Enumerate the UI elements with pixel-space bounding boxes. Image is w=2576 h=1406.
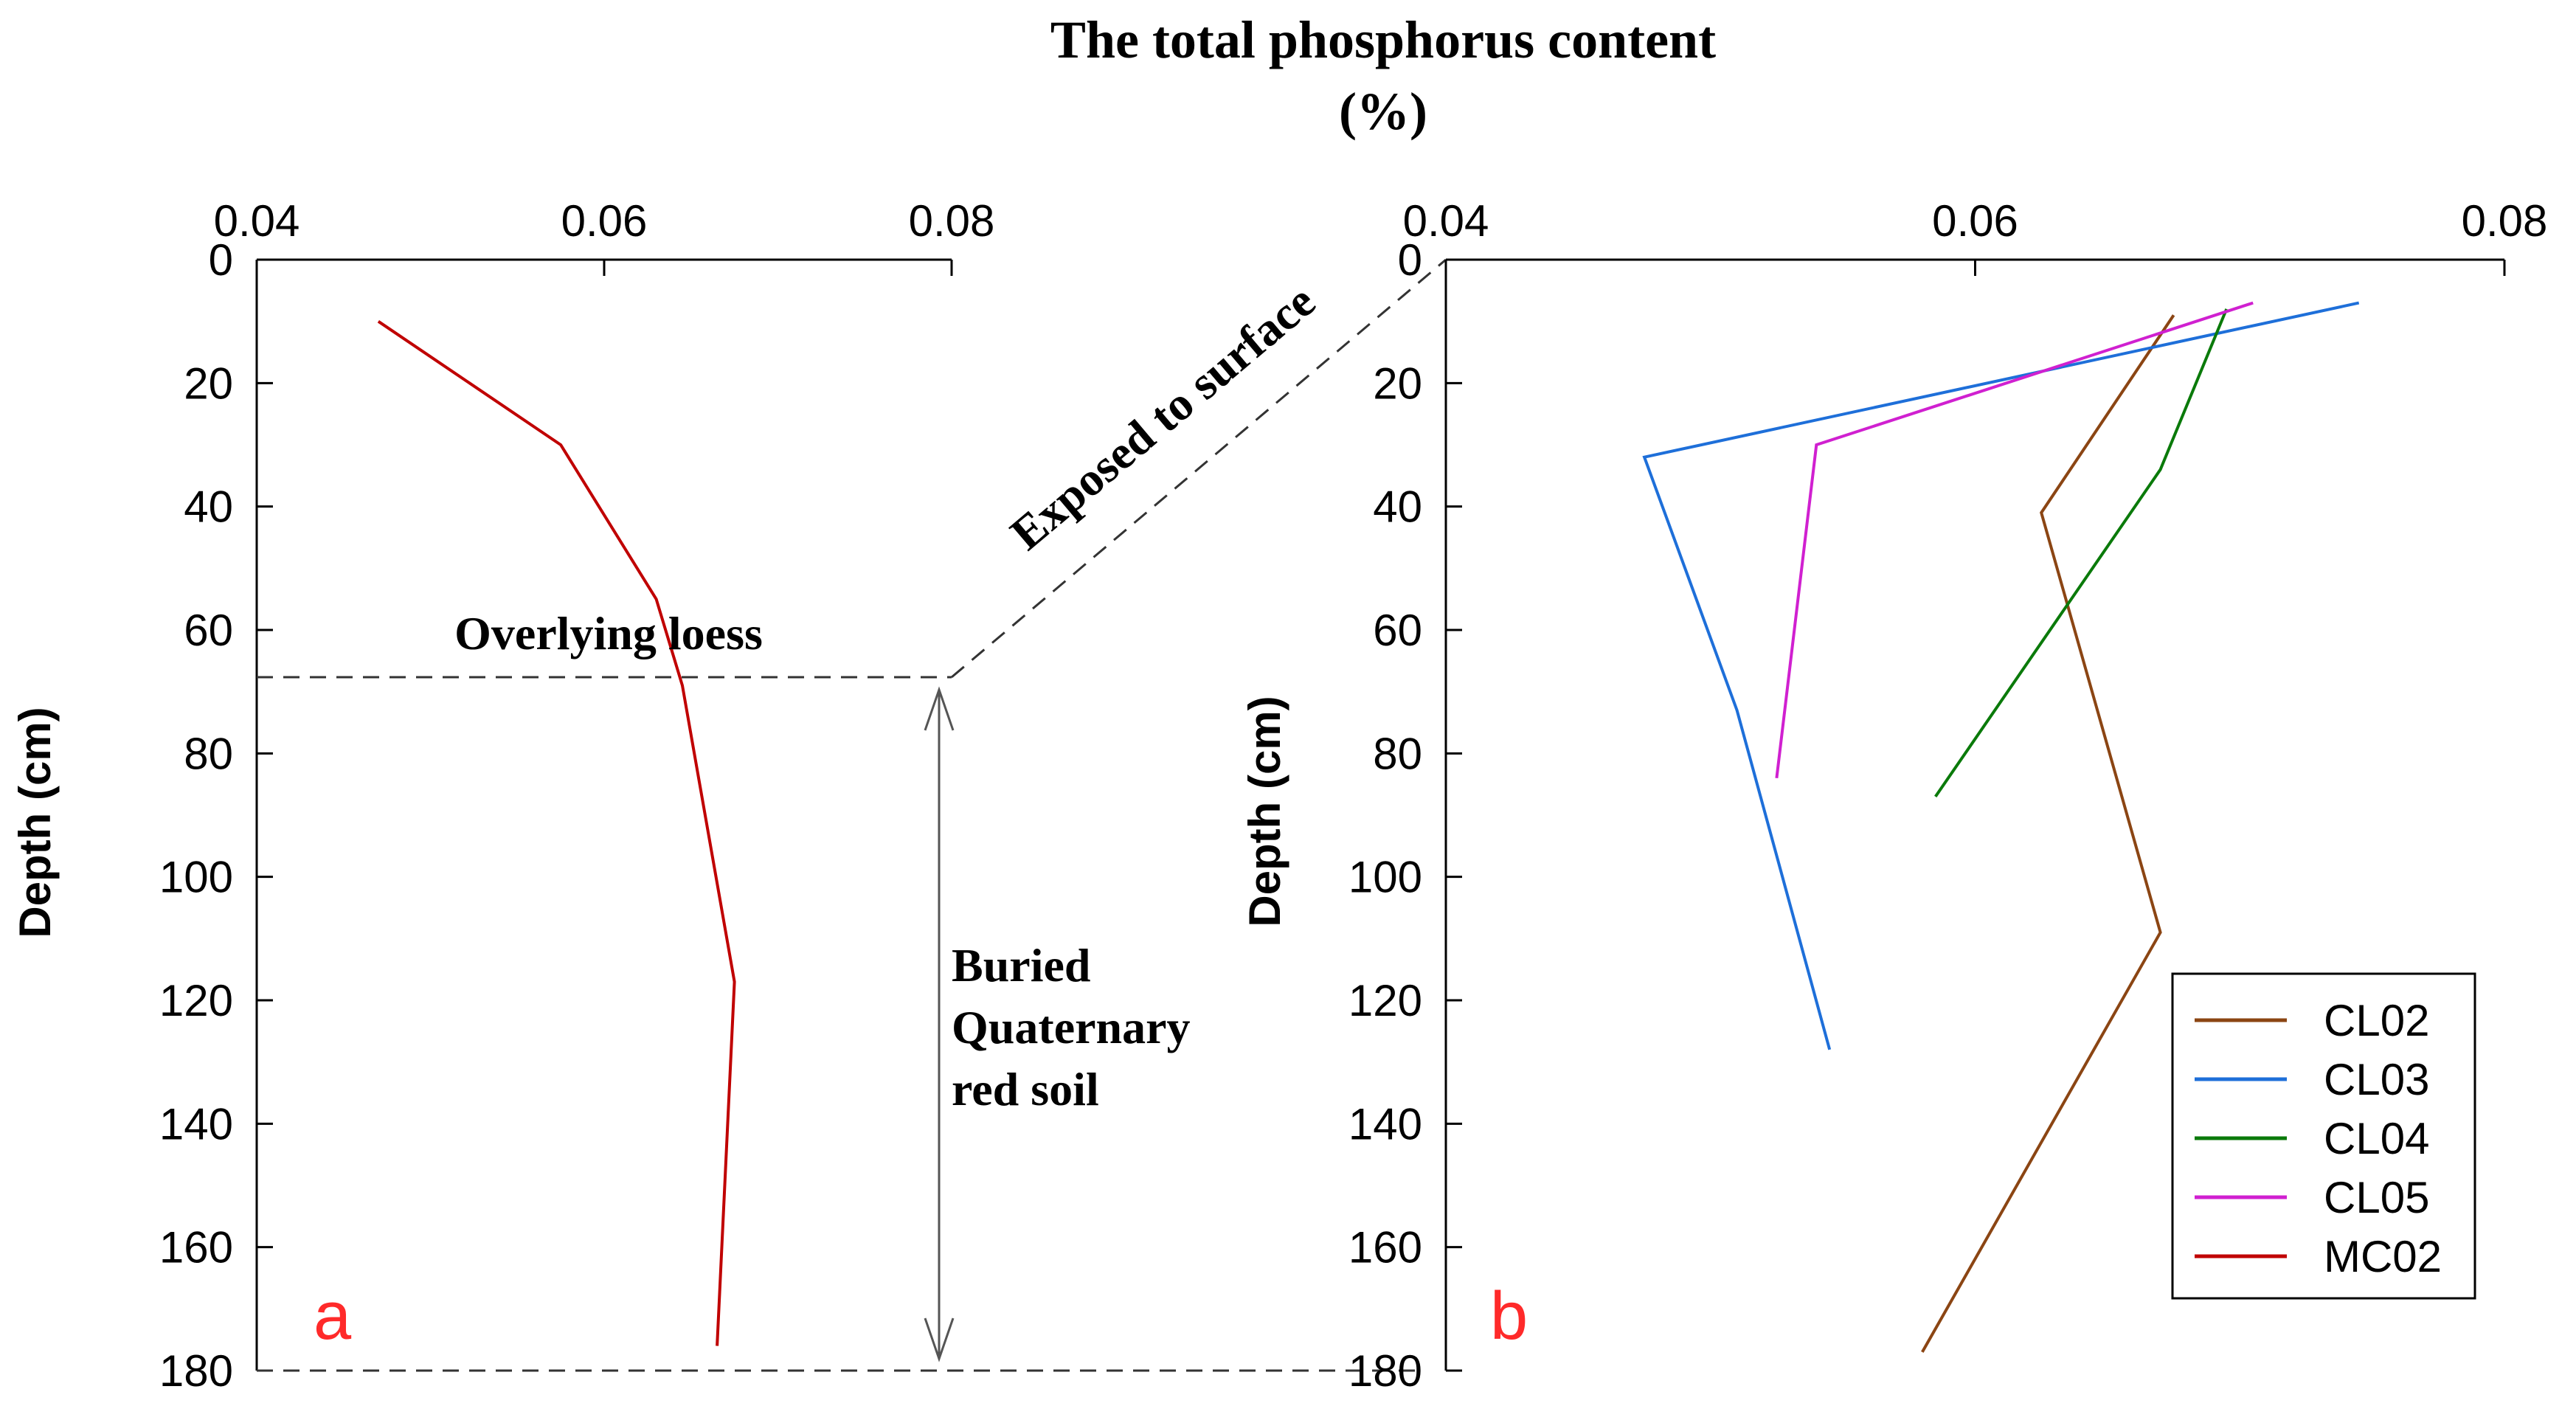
panel-b-y-tick-label: 80: [1373, 729, 1422, 778]
panel-a: 0.04 0.06 0.08 0 20 40 60 80 100 120 140 160 180 Dep…: [10, 196, 1447, 1396]
panel-b-y-tick-label: 40: [1373, 482, 1422, 532]
series-line-cl03: [1642, 301, 2360, 1050]
panel-a-axes: [255, 258, 952, 1371]
legend-label-cl05: CL05: [2324, 1173, 2429, 1222]
panel-b-x-tick-label: 0.04: [1403, 196, 1489, 246]
panel-b-y-tick-label: 160: [1348, 1223, 1422, 1272]
buried-soil-label-line3: red soil: [952, 1063, 1099, 1115]
panel-a-x-tick-label: 0.08: [909, 196, 995, 246]
panel-a-y-tick-label: 160: [159, 1223, 233, 1272]
panel-b-y-tick-label: 60: [1373, 606, 1422, 655]
panel-a-y-tick-label: 40: [184, 482, 233, 532]
legend-label-cl02: CL02: [2324, 996, 2429, 1045]
panel-a-y-tick-label: 100: [159, 853, 233, 902]
panel-a-series: [377, 320, 736, 1346]
panel-a-y-tick-label: 180: [159, 1346, 233, 1396]
panel-b-y-tick-label: 100: [1348, 853, 1422, 902]
panel-a-y-tick-label: 0: [209, 235, 233, 285]
panel-b-y-axis-label: Depth (cm): [1240, 696, 1289, 927]
figure-title-line2: (%): [1339, 82, 1427, 141]
panel-a-y-tick-label: 140: [159, 1099, 233, 1149]
series-line-cl02: [1921, 314, 2175, 1353]
panel-b-y-tick-label: 140: [1348, 1099, 1422, 1149]
series-line-cl04: [1934, 308, 2229, 798]
panel-a-y-tick-label: 20: [184, 359, 233, 408]
legend-box: [2171, 972, 2476, 1300]
legend-label-cl03: CL03: [2324, 1055, 2429, 1104]
panel-b-y-tick-label: 120: [1348, 976, 1422, 1025]
exposed-surface-diagonal-dashed-line: [951, 258, 1447, 679]
buried-soil-label-line2: Quaternary: [952, 1001, 1191, 1053]
legend-label-mc02: MC02: [2324, 1232, 2442, 1281]
panel-b-y-tick-label: 20: [1373, 359, 1422, 408]
series-line-cl05: [1775, 301, 2254, 779]
panel-a-x-tick-label: 0.04: [214, 196, 300, 246]
panel-b-x-tick-label: 0.08: [2462, 196, 2548, 246]
buried-soil-arrow-head-bottom: [924, 1317, 955, 1362]
legend: CL02 CL03 CL04 CL05 MC02: [2171, 972, 2476, 1300]
panel-b: 0.04 0.06 0.08 0 20 40 60 80 100 120 140 160 180 Dep…: [1240, 196, 2547, 1396]
panel-b-label: b: [1490, 1278, 1528, 1354]
panel-a-label: a: [314, 1278, 352, 1354]
series-line-mc02: [377, 320, 736, 1346]
panel-a-x-tick-label: 0.06: [561, 196, 648, 246]
figure-title-line1: The total phosphorus content: [1050, 10, 1716, 69]
exposed-to-surface-label: Exposed to surface: [1000, 274, 1325, 560]
overlying-loess-label: Overlying loess: [454, 607, 763, 659]
panel-a-ticks: 0.04 0.06 0.08 0 20 40 60 80 100 120 140 160 180: [159, 196, 995, 1396]
panel-b-y-tick-label: 180: [1348, 1346, 1422, 1396]
panel-a-y-tick-label: 80: [184, 729, 233, 778]
panel-b-series: [1642, 301, 2360, 1353]
panel-a-y-tick-label: 60: [184, 606, 233, 655]
buried-soil-label-line1: Buried: [952, 939, 1090, 991]
panel-b-ticks: 0.04 0.06 0.08 0 20 40 60 80 100 120 140 160 180: [1348, 196, 2548, 1396]
buried-soil-arrow-head-top: [924, 686, 955, 731]
panel-b-x-tick-label: 0.06: [1932, 196, 2018, 246]
legend-label-cl04: CL04: [2324, 1114, 2429, 1163]
panel-b-y-tick-label: 0: [1398, 235, 1422, 285]
legend-entries: CL02 CL03 CL04 CL05 MC02: [2195, 996, 2442, 1281]
panel-a-y-axis-label: Depth (cm): [10, 707, 60, 938]
panel-a-y-tick-label: 120: [159, 976, 233, 1025]
